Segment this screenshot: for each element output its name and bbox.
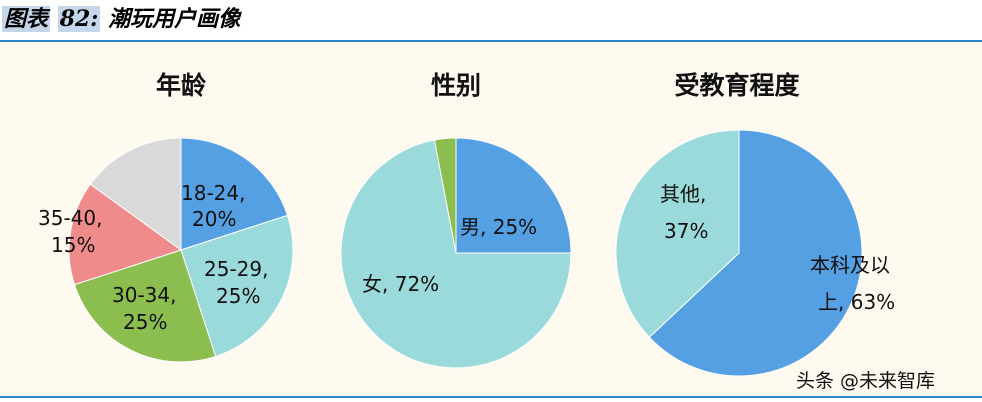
slice-value-18-24: 20% <box>192 207 236 231</box>
slice-female <box>340 139 572 369</box>
header-divider <box>0 40 982 42</box>
watermark: 头条 @未来智库 <box>796 370 936 392</box>
slice-label-25-29: 25-29, <box>204 257 268 281</box>
figure-title-text: 潮玩用户画像 <box>108 6 241 32</box>
slice-label-male: 男, 25% <box>460 215 537 239</box>
slice-label-bachelor: 本科及以 <box>810 253 890 277</box>
slice-label-18-24: 18-24, <box>181 181 245 205</box>
slice-label-30-34: 30-34, <box>112 283 176 307</box>
figure-header: 图表 82: 潮玩用户画像 <box>0 0 982 40</box>
figure-title-prefix: 图表 <box>2 6 51 32</box>
slice-25-29 <box>180 214 294 358</box>
chart-title-gender: 性别 <box>431 71 481 100</box>
slice-bachelor-plus <box>648 129 863 377</box>
slice-value-35-40: 15% <box>51 233 95 257</box>
pie-age-slices <box>68 137 294 363</box>
slice-35-40 <box>68 183 183 286</box>
pie-chart-gender: 性别 男, 25% 女, 72% <box>340 71 572 369</box>
slice-value-30-34: 25% <box>123 310 167 334</box>
slice-label-other: 其他, <box>660 182 706 206</box>
chart-title-education: 受教育程度 <box>674 71 799 100</box>
slice-other-gender <box>433 137 457 254</box>
slice-value-25-29: 25% <box>216 284 260 308</box>
slice-18-24 <box>180 137 289 251</box>
figure-title: 图表 82: 潮玩用户画像 <box>2 4 240 34</box>
slice-30-34 <box>73 249 217 363</box>
pie-chart-education: 受教育程度 本科及以 上, 63% 其他, 37% <box>615 71 895 377</box>
slice-label-female: 女, 72% <box>362 272 439 296</box>
slice-value-other: 37% <box>664 219 708 243</box>
figure-title-number: 82: <box>57 6 101 32</box>
slice-label-35-40: 35-40, <box>38 206 102 230</box>
pie-education-slices <box>615 129 863 377</box>
slice-value-bachelor: 上, 63% <box>818 290 895 314</box>
slice-other-age <box>89 137 182 251</box>
slice-other-education <box>615 129 740 338</box>
bottom-divider <box>0 396 982 398</box>
pie-gender-slices <box>340 137 572 369</box>
pie-chart-age: 年龄 18-24, 20% 25-29, 25% 30-34, 25% 35-4… <box>38 71 294 363</box>
slice-male <box>455 137 572 254</box>
chart-title-age: 年龄 <box>156 71 207 100</box>
